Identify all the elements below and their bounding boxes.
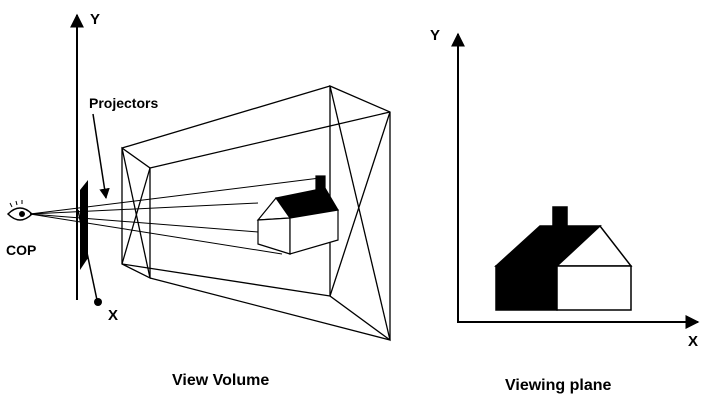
- view-volume-caption: View Volume: [172, 372, 269, 389]
- projectors-arrow: [92, 113, 110, 200]
- projection-plane: [80, 180, 88, 270]
- viewing-plane-figure: Y X Viewing plane: [430, 27, 700, 394]
- view-volume-figure: Y X Projectors COP: [6, 11, 391, 389]
- viewing-plane-caption: Viewing plane: [505, 377, 612, 394]
- eye-icon: [6, 200, 34, 221]
- left-y-axis-label: Y: [90, 11, 100, 28]
- projector-rays: [29, 177, 321, 255]
- projectors-label: Projectors: [89, 95, 158, 111]
- left-x-axis-label: X: [108, 307, 118, 324]
- view-volume-frustum: [121, 85, 391, 342]
- cop-label: COP: [6, 242, 36, 258]
- left-x-axis-end-dot: [94, 298, 102, 306]
- house-2d: [494, 206, 633, 311]
- right-x-axis-label: X: [688, 333, 698, 350]
- house-3d: [256, 175, 339, 255]
- right-y-axis-label: Y: [430, 27, 440, 44]
